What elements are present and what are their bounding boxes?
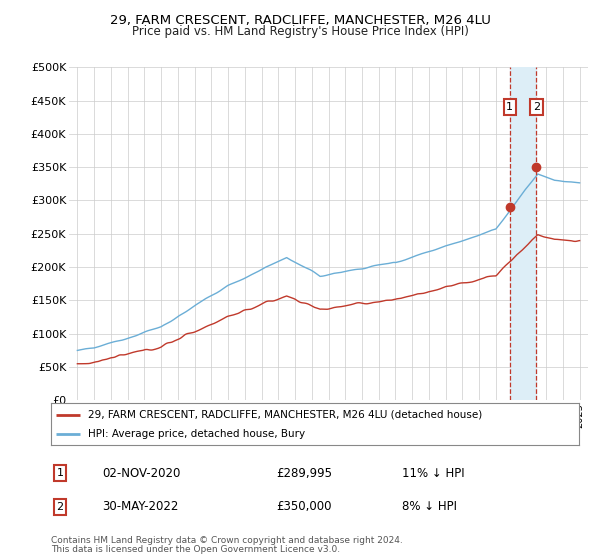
Text: 11% ↓ HPI: 11% ↓ HPI [402,466,464,480]
Text: 29, FARM CRESCENT, RADCLIFFE, MANCHESTER, M26 4LU (detached house): 29, FARM CRESCENT, RADCLIFFE, MANCHESTER… [88,410,482,420]
Text: Price paid vs. HM Land Registry's House Price Index (HPI): Price paid vs. HM Land Registry's House … [131,25,469,38]
Text: 29, FARM CRESCENT, RADCLIFFE, MANCHESTER, M26 4LU: 29, FARM CRESCENT, RADCLIFFE, MANCHESTER… [110,14,490,27]
Text: 2: 2 [56,502,64,512]
Text: 02-NOV-2020: 02-NOV-2020 [102,466,181,480]
Text: Contains HM Land Registry data © Crown copyright and database right 2024.: Contains HM Land Registry data © Crown c… [51,536,403,545]
Text: 8% ↓ HPI: 8% ↓ HPI [402,500,457,514]
Text: This data is licensed under the Open Government Licence v3.0.: This data is licensed under the Open Gov… [51,545,340,554]
Text: £350,000: £350,000 [276,500,331,514]
Text: 1: 1 [506,102,514,112]
Text: 1: 1 [56,468,64,478]
Text: 2: 2 [533,102,540,112]
Text: HPI: Average price, detached house, Bury: HPI: Average price, detached house, Bury [88,430,305,439]
Text: £289,995: £289,995 [276,466,332,480]
Text: 30-MAY-2022: 30-MAY-2022 [102,500,178,514]
Bar [510,67,536,400]
